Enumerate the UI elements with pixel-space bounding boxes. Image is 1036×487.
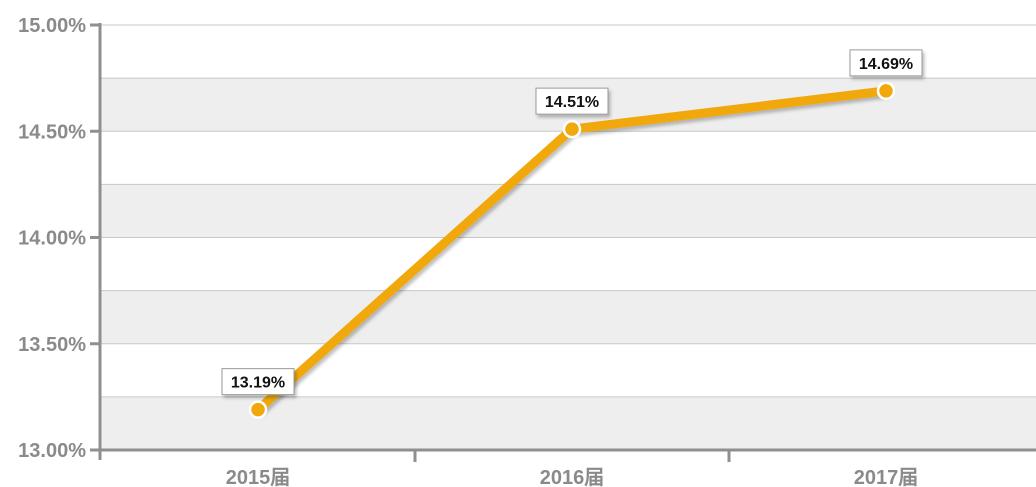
x-tick-label: 2016届 [540,467,605,487]
data-point [876,81,896,101]
data-label-text: 14.69% [859,56,913,73]
data-label-box [221,368,295,396]
x-tick-label: 2015届 [226,467,291,487]
y-tick-label: 13.00% [18,440,86,462]
y-axis-tick-labels: 13.00% 13.50% 14.00% 14.50% 15.00% [18,15,86,462]
data-label: 14.51% [535,87,609,115]
axes [90,23,1036,462]
y-tick-label: 13.50% [18,334,86,356]
background-band [100,184,1036,238]
data-point [562,119,582,139]
data-label-text: 14.51% [545,94,599,111]
data-label: 14.69% [849,49,923,77]
y-tick-label: 15.00% [18,15,86,37]
y-tick-label: 14.00% [18,228,86,250]
data-label-box [849,49,923,77]
x-tick-label: 2017届 [854,467,919,487]
background-band [100,396,1036,450]
series-line-path [255,86,887,413]
background-band [100,290,1036,344]
y-tick-label: 14.50% [18,121,86,143]
data-points [248,81,896,419]
series-line [255,86,887,413]
data-labels: 13.19% 14.51% 14.69% [221,49,923,396]
x-axis-tick-labels: 2015届 2016届 2017届 [226,467,919,487]
data-label: 13.19% [221,368,295,396]
data-point [248,400,268,419]
data-label-text: 13.19% [231,375,285,392]
data-label-box [535,87,609,115]
